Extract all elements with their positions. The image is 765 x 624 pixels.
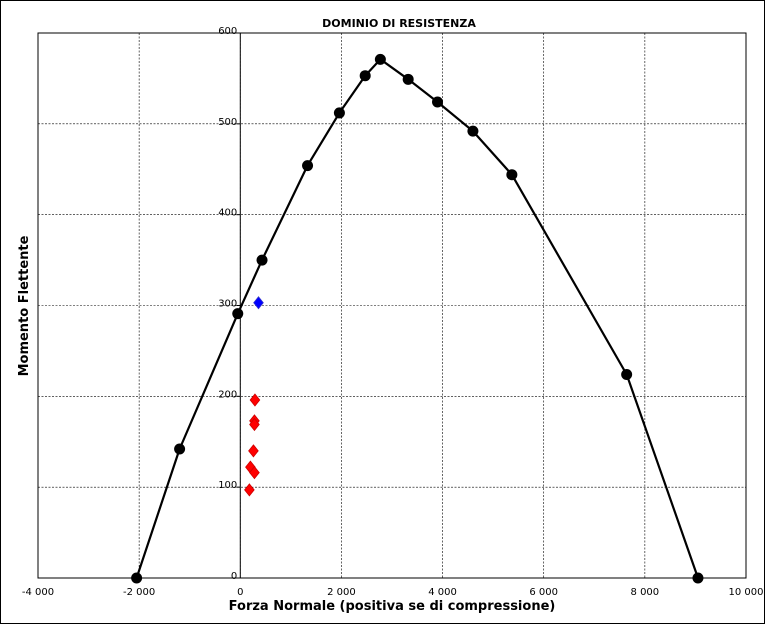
x-tick-label: 0: [237, 587, 243, 598]
data-point: [359, 70, 371, 82]
data-point: [432, 96, 444, 108]
tick-labels: -4 000 -2 000 0 2 000 4 000 6 000 8 000 10 000 0…: [22, 26, 764, 598]
x-tick-label: -4 000: [22, 587, 54, 598]
grid: [38, 33, 746, 578]
data-point: [249, 393, 261, 407]
x-tick-label: 2 000: [327, 587, 356, 598]
data-point: [402, 73, 414, 85]
data-point: [467, 125, 479, 137]
y-tick-label: 600: [218, 26, 237, 37]
y-tick-label: 200: [218, 389, 237, 400]
data-point: [621, 369, 633, 381]
data-point: [333, 107, 345, 119]
data-point: [253, 296, 264, 310]
series-group: [131, 53, 704, 584]
y-tick-label: 400: [218, 208, 237, 219]
data-point: [131, 572, 143, 584]
x-tick-label: 10 000: [729, 587, 764, 598]
plot-area: [37, 32, 747, 579]
data-point: [232, 308, 244, 320]
x-tick-label: -2 000: [123, 587, 155, 598]
data-point: [302, 160, 314, 172]
data-point: [374, 53, 386, 65]
data-point: [692, 572, 704, 584]
data-point: [244, 483, 255, 497]
data-point: [248, 444, 259, 458]
chart-title: DOMINIO DI RESISTENZA: [322, 17, 476, 30]
data-point: [256, 254, 268, 266]
y-tick-label: 100: [218, 480, 237, 491]
series-line: [135, 58, 700, 579]
data-point: [249, 417, 260, 432]
x-tick-label: 4 000: [428, 587, 457, 598]
x-tick-label: 6 000: [529, 587, 558, 598]
y-tick-label: 300: [218, 299, 237, 310]
y-tick-label: 500: [218, 117, 237, 128]
series: [131, 53, 704, 584]
axes: [236, 32, 241, 579]
data-point: [506, 169, 518, 181]
series-group: [253, 296, 264, 310]
x-axis-title: Forza Normale (positiva se di compressio…: [229, 599, 556, 614]
data-point: [174, 443, 186, 455]
y-axis-title: Momento Flettente: [17, 235, 32, 376]
data-point: [249, 465, 260, 480]
x-tick-label: 8 000: [631, 587, 660, 598]
y-tick-label: 0: [231, 571, 237, 582]
series-group: [244, 393, 261, 497]
